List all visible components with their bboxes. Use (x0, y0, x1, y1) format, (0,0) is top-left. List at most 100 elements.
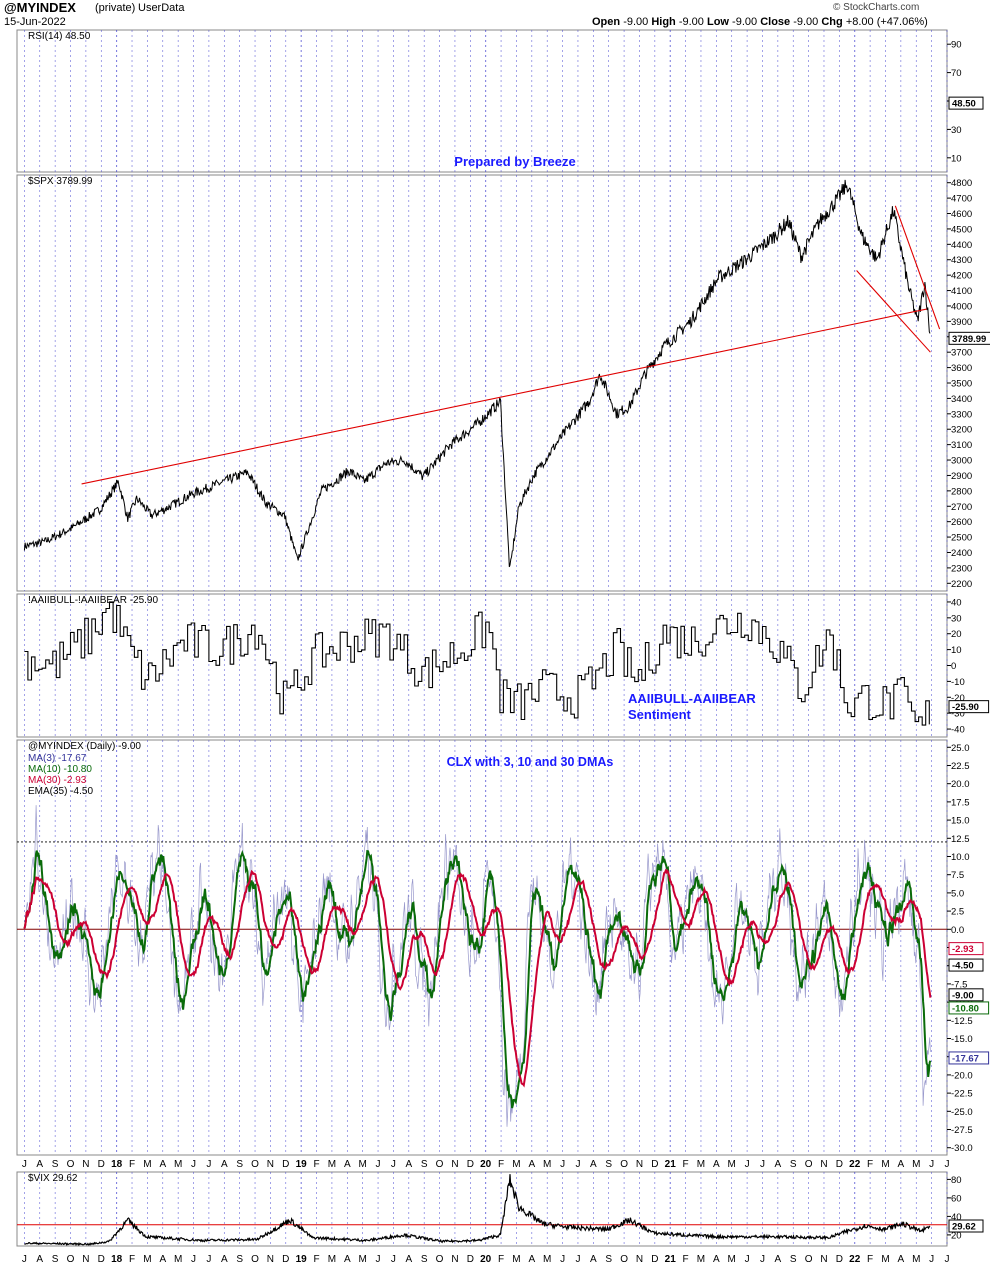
y-tick-label-vix: 40 (951, 1212, 962, 1223)
x-month-label: M (143, 1159, 151, 1170)
x-month-label: A (344, 1159, 351, 1170)
clx-last-value: -2.93 (952, 944, 974, 955)
y-tick-label-clx: -12.5 (951, 1016, 973, 1027)
clx-ma3-line (24, 805, 931, 1127)
x-month-label: 18 (111, 1159, 123, 1170)
rsi-legend: RSI(14) 48.50 (28, 31, 91, 42)
y-tick-label-clx: 10.0 (951, 852, 970, 863)
y-tick-label-aaii: -30 (951, 709, 965, 720)
x-month-label: N (451, 1254, 458, 1265)
y-tick-label-spx: 4400 (951, 240, 972, 251)
x-month-label: J (376, 1159, 381, 1170)
spx-price-line (23, 179, 931, 568)
close-value: -9.00 (793, 16, 819, 28)
vix-line (24, 1174, 931, 1247)
y-tick-label-spx: 2800 (951, 486, 972, 497)
x-month-label: N (82, 1159, 89, 1170)
x-month-label: M (328, 1254, 336, 1265)
y-tick-label-spx: 2300 (951, 563, 972, 574)
y-tick-label-aaii: -10 (951, 677, 965, 688)
x-month-label: N (820, 1254, 827, 1265)
aaii-last-value-box (948, 700, 990, 714)
y-tick-label-spx: 3400 (951, 394, 972, 405)
x-month-label: N (820, 1159, 827, 1170)
y-tick-label-clx: 17.5 (951, 797, 970, 808)
spx-last-value: 3789.99 (952, 334, 986, 345)
x-month-label: S (790, 1159, 797, 1170)
x-month-label: A (898, 1159, 905, 1170)
high-label: High (651, 16, 676, 28)
x-month-label: D (836, 1254, 843, 1265)
y-tick-label-spx: 3600 (951, 363, 972, 374)
y-tick-label-spx: 4800 (951, 178, 972, 189)
clx-last-value-box (948, 1051, 990, 1065)
x-month-label: J (206, 1159, 211, 1170)
x-month-label: J (391, 1254, 396, 1265)
low-label: Low (706, 16, 729, 28)
x-month-label: M (174, 1254, 182, 1265)
y-tick-label-aaii: 40 (951, 597, 962, 608)
x-month-label: D (651, 1159, 658, 1170)
x-month-label: J (929, 1254, 934, 1265)
x-month-label: M (697, 1159, 705, 1170)
x-month-label: A (159, 1254, 166, 1265)
x-month-label: S (421, 1254, 428, 1265)
x-month-label: M (543, 1254, 551, 1265)
clx-last-value: -9.00 (952, 990, 974, 1001)
x-month-label: O (67, 1159, 75, 1170)
x-month-label: 19 (296, 1159, 308, 1170)
spx-last-value-box (948, 331, 990, 345)
x-month-label: M (328, 1159, 336, 1170)
x-month-label: O (805, 1254, 813, 1265)
ohlc-summary: Open -9.00 High -9.00 Low -9.00 Close -9… (592, 16, 928, 28)
y-tick-label-clx: 22.5 (951, 761, 970, 772)
chg-label: Chg (821, 16, 843, 28)
x-month-label: F (683, 1254, 689, 1265)
x-month-label: M (912, 1159, 920, 1170)
x-month-label: 21 (665, 1254, 677, 1265)
y-tick-label-spx: 4200 (951, 271, 972, 282)
x-month-label: J (391, 1159, 396, 1170)
y-tick-label-spx: 4600 (951, 209, 972, 220)
y-tick-label-vix: 80 (951, 1175, 962, 1186)
x-month-label: J (206, 1254, 211, 1265)
x-month-label: F (129, 1159, 135, 1170)
x-month-label: J (945, 1254, 950, 1265)
chart-date: 15-Jun-2022 (4, 16, 66, 28)
y-tick-label-clx: 5.0 (951, 888, 964, 899)
x-month-label: J (191, 1254, 196, 1265)
y-tick-label-rsi: 70 (951, 68, 962, 79)
x-month-label: N (82, 1254, 89, 1265)
clx-last-value: -4.50 (952, 961, 974, 972)
vix-last-value: 29.62 (952, 1222, 976, 1233)
x-month-label: F (129, 1254, 135, 1265)
vix-last-value-box (948, 1219, 984, 1233)
x-month-label: O (620, 1254, 628, 1265)
x-month-label: N (267, 1159, 274, 1170)
x-month-label: D (98, 1254, 105, 1265)
x-month-label: S (421, 1159, 428, 1170)
x-month-label: N (451, 1159, 458, 1170)
spx-trendline (81, 308, 927, 485)
x-month-label: J (22, 1159, 27, 1170)
x-month-label: O (620, 1159, 628, 1170)
x-month-label: 22 (849, 1159, 861, 1170)
x-month-label: F (683, 1159, 689, 1170)
aaii-annotation: AAIIBULL-AAIIBEAR (628, 691, 756, 706)
x-month-label: S (605, 1159, 612, 1170)
x-month-label: J (760, 1159, 765, 1170)
y-tick-label-spx: 3200 (951, 425, 972, 436)
x-month-label: J (191, 1159, 196, 1170)
y-tick-label-spx: 4300 (951, 255, 972, 266)
x-month-label: M (359, 1159, 367, 1170)
x-month-label: 22 (849, 1254, 861, 1265)
x-month-label: A (344, 1254, 351, 1265)
x-month-label: A (713, 1254, 720, 1265)
x-month-label: A (221, 1159, 228, 1170)
clx-series-legend: EMA(35) -4.50 (28, 786, 93, 797)
x-month-label: S (236, 1254, 243, 1265)
clx-ma10-line (23, 849, 932, 1109)
panel-frame-spx (16, 174, 948, 592)
watermark: © StockCharts.com (833, 2, 920, 13)
y-tick-label-clx: -25.0 (951, 1107, 973, 1118)
